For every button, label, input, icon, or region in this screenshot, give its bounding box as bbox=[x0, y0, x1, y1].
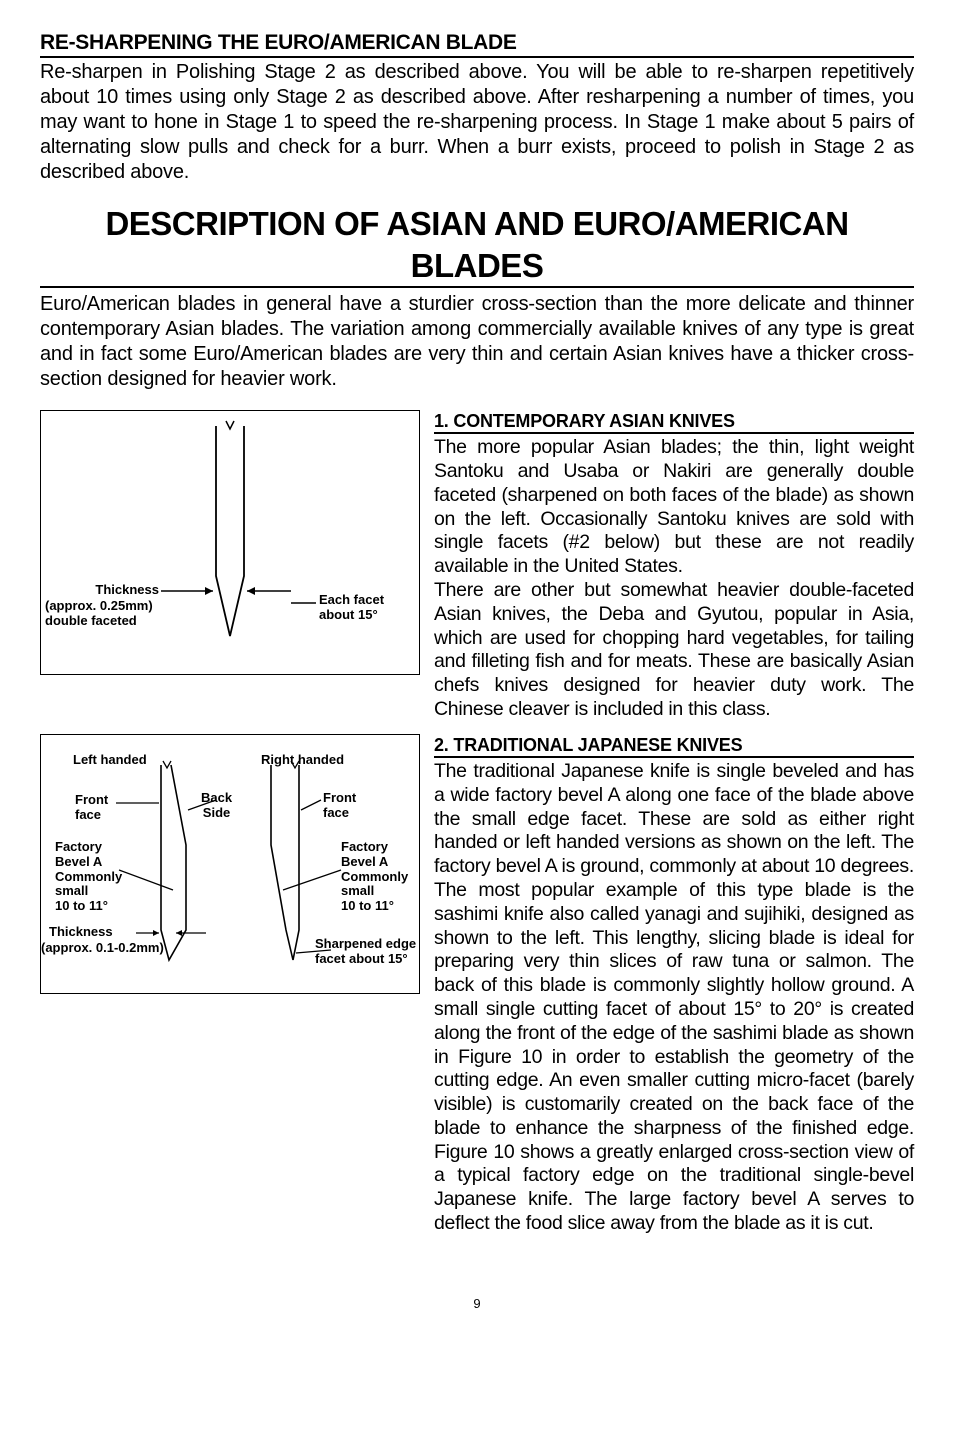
resharpening-text: Re-sharpen in Polishing Stage 2 as descr… bbox=[40, 60, 914, 185]
d2-right-handed: Right handed bbox=[261, 753, 344, 768]
asian-text-col: 1. CONTEMPORARY ASIAN KNIVES The more po… bbox=[434, 410, 914, 722]
description-heading: DESCRIPTION OF ASIAN AND EURO/AMERICAN B… bbox=[40, 203, 914, 288]
diagram2-container: Left handed Right handed Front face Back… bbox=[40, 734, 420, 994]
asian-section: Thickness (approx. 0.25mm) double facete… bbox=[40, 410, 914, 722]
diagram2: Left handed Right handed Front face Back… bbox=[40, 734, 420, 994]
description-intro: Euro/American blades in general have a s… bbox=[40, 292, 914, 392]
japanese-section: Left handed Right handed Front face Back… bbox=[40, 734, 914, 1236]
d1-each-facet: Each facet about 15° bbox=[319, 593, 384, 623]
d2-left-handed: Left handed bbox=[73, 753, 147, 768]
d2-sharpened: Sharpened edge facet about 15° bbox=[315, 937, 416, 967]
d2-thickness: Thickness bbox=[49, 925, 113, 940]
asian-p2: There are other but somewhat heavier dou… bbox=[434, 579, 914, 722]
japanese-text: The traditional Japanese knife is single… bbox=[434, 760, 914, 1236]
resharpening-heading: RE-SHARPENING THE EURO/AMERICAN BLADE bbox=[40, 30, 914, 58]
asian-heading: 1. CONTEMPORARY ASIAN KNIVES bbox=[434, 410, 914, 435]
d2-back-side: Back Side bbox=[201, 791, 232, 821]
d1-thickness-sub: (approx. 0.25mm) double faceted bbox=[45, 599, 170, 629]
d2-thickness-sub: (approx. 0.1-0.2mm) bbox=[41, 941, 164, 956]
d1-thickness: Thickness bbox=[51, 583, 159, 598]
d2-factory-left: Factory Bevel A Commonly small 10 to 11° bbox=[55, 840, 122, 915]
asian-p1: The more popular Asian blades; the thin,… bbox=[434, 436, 914, 579]
d2-factory-right: Factory Bevel A Commonly small 10 to 11° bbox=[341, 840, 408, 915]
diagram1: Thickness (approx. 0.25mm) double facete… bbox=[40, 410, 420, 675]
japanese-heading: 2. TRADITIONAL JAPANESE KNIVES bbox=[434, 734, 914, 759]
japanese-text-col: 2. TRADITIONAL JAPANESE KNIVES The tradi… bbox=[434, 734, 914, 1236]
d2-front-face-left: Front face bbox=[75, 793, 108, 823]
diagram1-container: Thickness (approx. 0.25mm) double facete… bbox=[40, 410, 420, 722]
d2-front-face-right: Front face bbox=[323, 791, 356, 821]
page-number: 9 bbox=[40, 1296, 914, 1312]
diagram1-svg bbox=[41, 411, 419, 674]
